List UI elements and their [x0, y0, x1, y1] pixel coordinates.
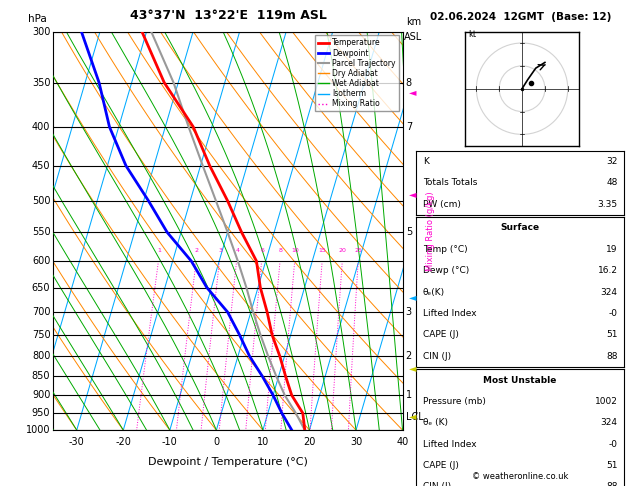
Text: 300: 300	[32, 27, 50, 36]
Text: θₑ(K): θₑ(K)	[423, 288, 445, 296]
Text: 19: 19	[606, 245, 618, 254]
Text: 7: 7	[406, 122, 412, 132]
Text: ◄: ◄	[409, 293, 416, 303]
Text: Surface: Surface	[501, 224, 540, 232]
Text: 2: 2	[406, 351, 412, 361]
Text: ◄: ◄	[409, 412, 416, 421]
Text: 51: 51	[606, 461, 618, 470]
Text: 43°37'N  13°22'E  119m ASL: 43°37'N 13°22'E 119m ASL	[130, 9, 326, 22]
Text: 950: 950	[32, 408, 50, 418]
Text: 10: 10	[291, 248, 299, 254]
Text: 10: 10	[257, 437, 269, 448]
Text: 750: 750	[31, 330, 50, 340]
Text: 40: 40	[396, 437, 409, 448]
Text: 324: 324	[601, 418, 618, 427]
Text: 800: 800	[32, 351, 50, 361]
Text: -10: -10	[162, 437, 178, 448]
Text: -0: -0	[609, 440, 618, 449]
Text: 16.2: 16.2	[598, 266, 618, 275]
Text: 900: 900	[32, 390, 50, 400]
Text: 6: 6	[260, 248, 264, 254]
Text: Dewp (°C): Dewp (°C)	[423, 266, 469, 275]
Text: kt: kt	[469, 30, 477, 39]
Text: Temp (°C): Temp (°C)	[423, 245, 467, 254]
Legend: Temperature, Dewpoint, Parcel Trajectory, Dry Adiabat, Wet Adiabat, Isotherm, Mi: Temperature, Dewpoint, Parcel Trajectory…	[314, 35, 399, 111]
Text: 3.35: 3.35	[598, 200, 618, 208]
Text: 450: 450	[32, 161, 50, 171]
Text: θₑ (K): θₑ (K)	[423, 418, 448, 427]
Text: Totals Totals: Totals Totals	[423, 178, 477, 187]
Text: 324: 324	[601, 288, 618, 296]
Text: 850: 850	[32, 371, 50, 382]
Text: -30: -30	[69, 437, 85, 448]
Text: CIN (J): CIN (J)	[423, 483, 451, 486]
Text: ◄: ◄	[409, 87, 416, 97]
Text: 1: 1	[157, 248, 161, 254]
Text: 5: 5	[406, 227, 412, 237]
Text: ◄: ◄	[409, 189, 416, 199]
Text: 51: 51	[606, 330, 618, 339]
Text: km: km	[406, 17, 421, 27]
Text: 32: 32	[606, 157, 618, 166]
Text: 4: 4	[235, 248, 239, 254]
Text: 600: 600	[32, 256, 50, 266]
Text: 02.06.2024  12GMT  (Base: 12): 02.06.2024 12GMT (Base: 12)	[430, 12, 611, 22]
Text: Most Unstable: Most Unstable	[484, 376, 557, 384]
Text: 3: 3	[218, 248, 222, 254]
Text: 25: 25	[355, 248, 362, 254]
Text: -0: -0	[609, 309, 618, 318]
Text: 700: 700	[32, 307, 50, 317]
Text: 2: 2	[195, 248, 199, 254]
Text: 48: 48	[606, 178, 618, 187]
Text: PW (cm): PW (cm)	[423, 200, 460, 208]
Text: K: K	[423, 157, 428, 166]
Text: 350: 350	[32, 78, 50, 87]
Text: -20: -20	[115, 437, 131, 448]
Text: 550: 550	[31, 227, 50, 237]
Text: Lifted Index: Lifted Index	[423, 440, 476, 449]
Text: © weatheronline.co.uk: © weatheronline.co.uk	[472, 472, 569, 481]
Text: Dewpoint / Temperature (°C): Dewpoint / Temperature (°C)	[148, 457, 308, 467]
Text: Pressure (mb): Pressure (mb)	[423, 397, 486, 406]
Text: 650: 650	[32, 282, 50, 293]
Text: 1000: 1000	[26, 425, 50, 435]
Text: 400: 400	[32, 122, 50, 132]
Text: 1: 1	[406, 390, 412, 400]
Text: 15: 15	[319, 248, 326, 254]
Text: 500: 500	[32, 196, 50, 206]
Text: CAPE (J): CAPE (J)	[423, 330, 459, 339]
Text: 1002: 1002	[595, 397, 618, 406]
Text: 8: 8	[406, 78, 412, 87]
Text: hPa: hPa	[28, 14, 47, 24]
Text: LCL: LCL	[406, 412, 423, 421]
Text: 88: 88	[606, 483, 618, 486]
Text: 3: 3	[406, 307, 412, 317]
Text: CIN (J): CIN (J)	[423, 352, 451, 361]
Text: ◄: ◄	[409, 364, 416, 373]
Text: 30: 30	[350, 437, 362, 448]
Text: Mixing Ratio (g/kg): Mixing Ratio (g/kg)	[426, 191, 435, 271]
Text: 0: 0	[213, 437, 220, 448]
Text: 20: 20	[303, 437, 316, 448]
Text: 8: 8	[279, 248, 282, 254]
Text: 20: 20	[339, 248, 347, 254]
Text: Lifted Index: Lifted Index	[423, 309, 476, 318]
Text: ASL: ASL	[404, 32, 423, 42]
Text: 88: 88	[606, 352, 618, 361]
Text: CAPE (J): CAPE (J)	[423, 461, 459, 470]
